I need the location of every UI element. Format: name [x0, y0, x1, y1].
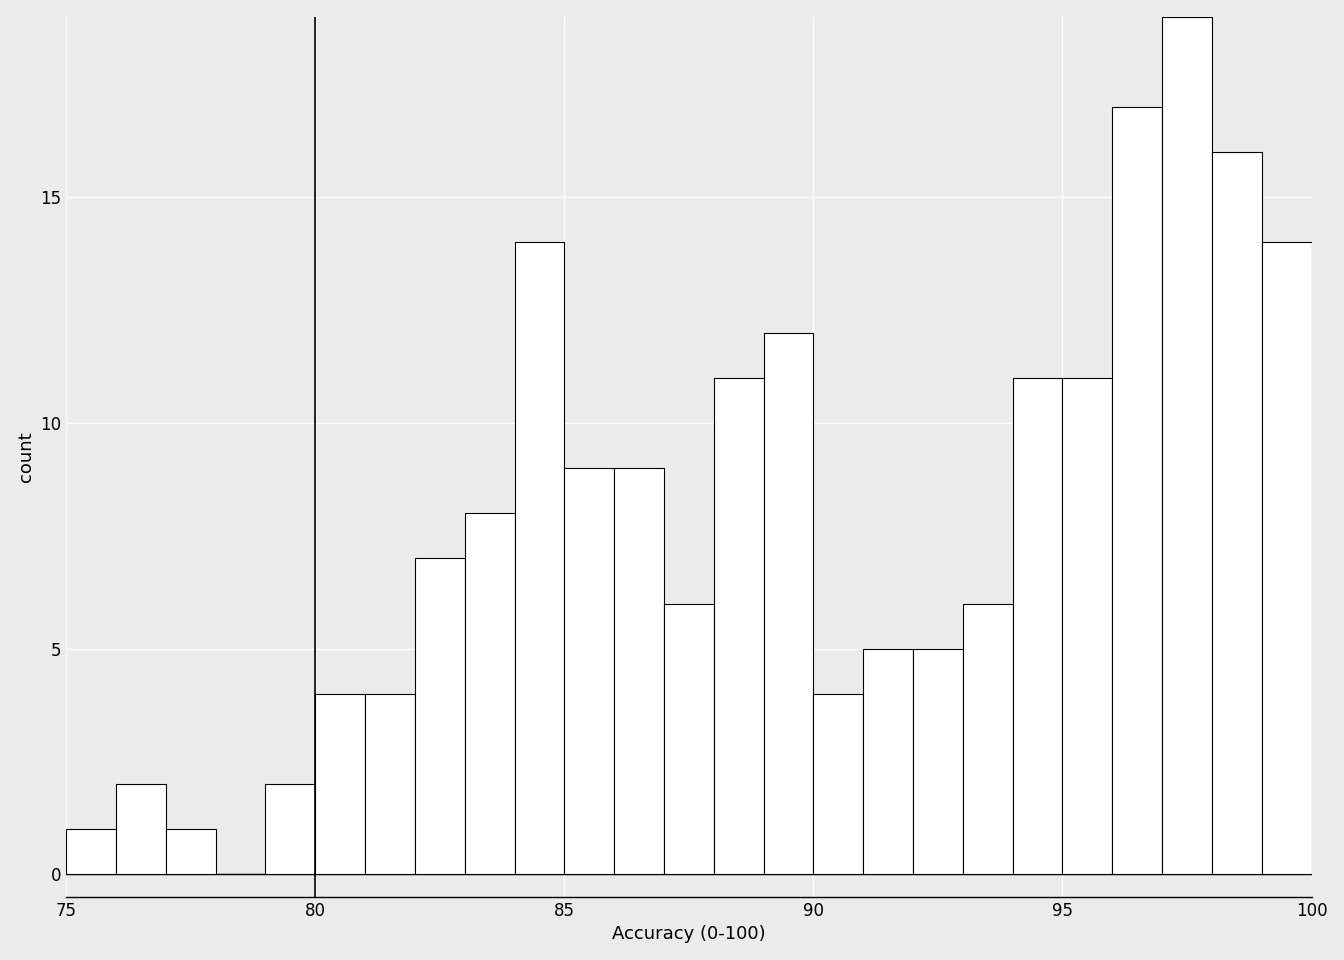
Bar — [1163, 16, 1212, 875]
Bar — [1063, 378, 1113, 875]
Bar — [1262, 242, 1312, 875]
Bar — [116, 784, 165, 875]
Bar — [1012, 378, 1063, 875]
Bar — [1212, 152, 1262, 875]
Bar — [863, 649, 913, 875]
Bar — [316, 694, 366, 875]
Bar — [962, 604, 1012, 875]
Bar — [763, 333, 813, 875]
Bar — [813, 694, 863, 875]
Bar — [714, 378, 763, 875]
Bar — [664, 604, 714, 875]
Bar — [366, 694, 415, 875]
Bar — [913, 649, 962, 875]
Bar — [415, 559, 465, 875]
Bar — [266, 784, 316, 875]
Bar — [165, 829, 215, 875]
Y-axis label: count: count — [16, 431, 35, 482]
X-axis label: Accuracy (0-100): Accuracy (0-100) — [612, 925, 766, 944]
Bar — [465, 514, 515, 875]
Bar — [1113, 107, 1163, 875]
Bar — [515, 242, 564, 875]
Bar — [614, 468, 664, 875]
Bar — [66, 829, 116, 875]
Bar — [564, 468, 614, 875]
